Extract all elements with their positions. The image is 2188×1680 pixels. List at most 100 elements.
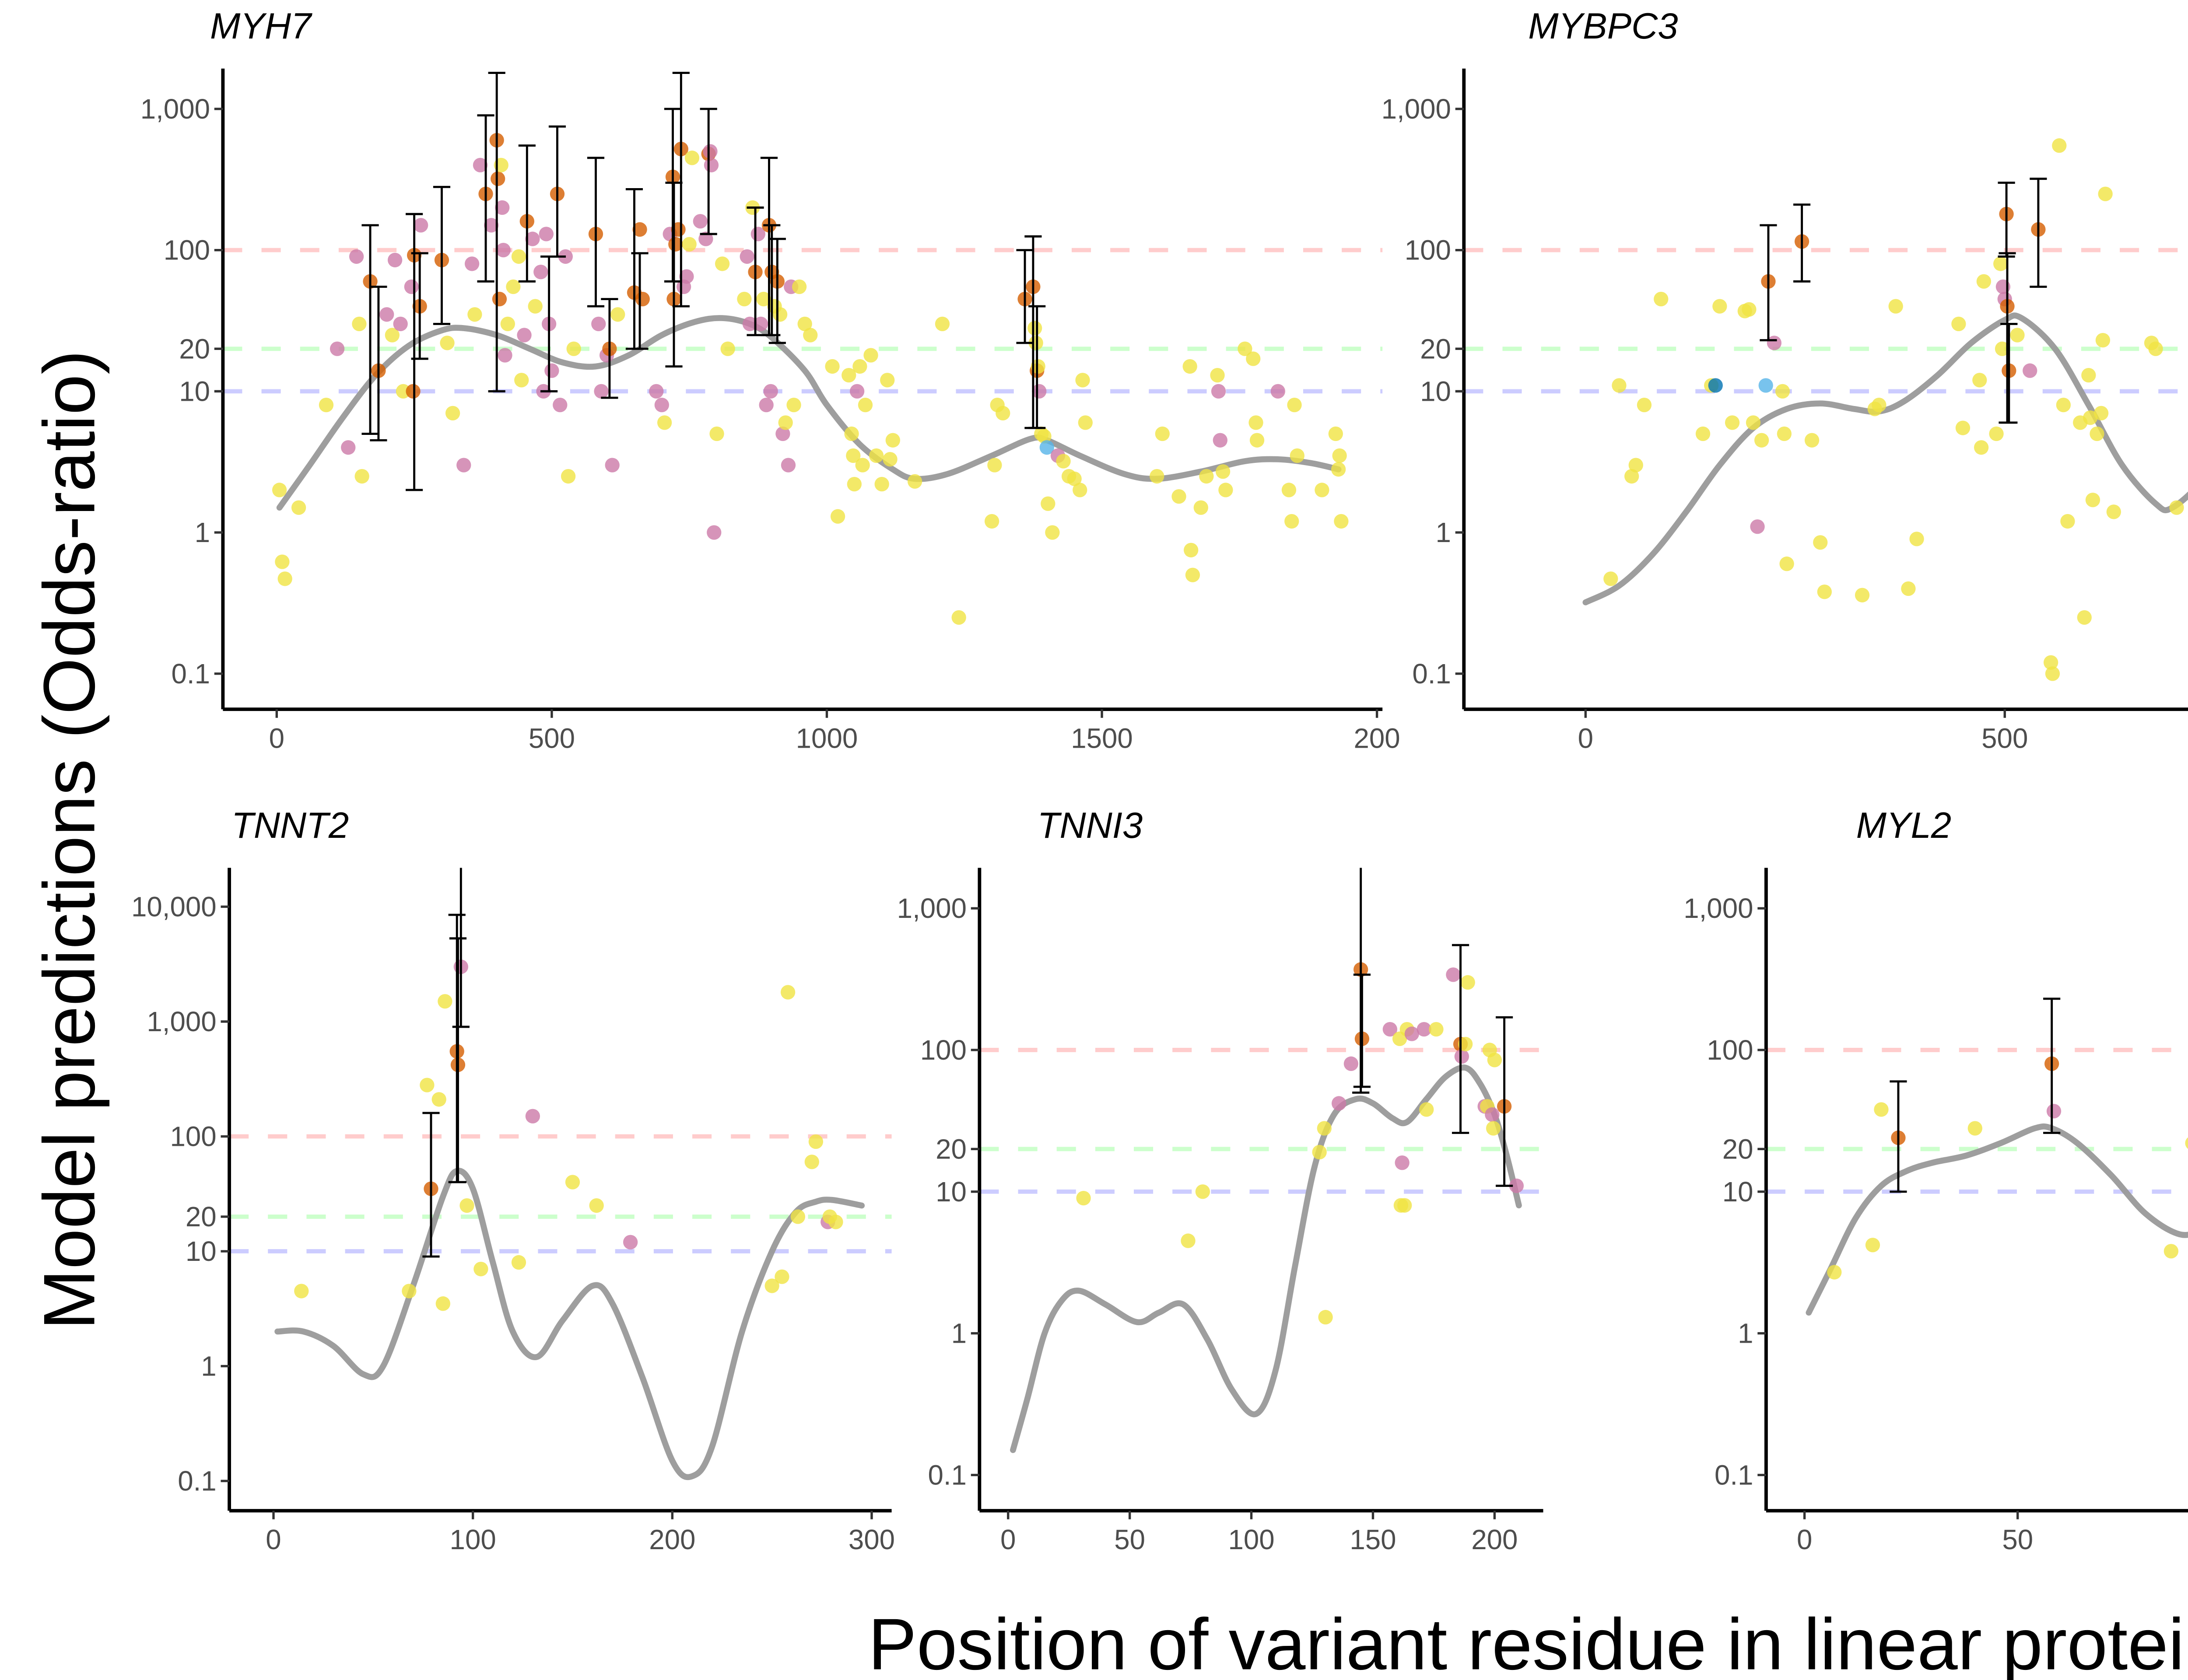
data-point-vus — [682, 237, 697, 252]
y-tick-label: 0.1 — [1715, 1460, 1753, 1491]
data-point-vus — [709, 426, 724, 441]
data-point-lp — [349, 249, 364, 264]
data-point-vus — [473, 1262, 488, 1277]
panel-myh7: MYH7 0.1 1 10 20 100 1,000 0 500 1000 1500 200 — [140, 6, 1400, 754]
data-point-vus — [1287, 397, 1302, 413]
data-point-lp — [525, 1109, 540, 1124]
error-bar — [2043, 998, 2061, 1134]
data-point-lp — [605, 458, 620, 472]
data-point-vus — [951, 610, 966, 625]
data-point-lb — [1039, 440, 1054, 455]
data-point-vus — [2010, 328, 2025, 343]
x-tick-label: 500 — [529, 723, 575, 754]
y-tick-label: 10,000 — [131, 892, 217, 923]
x-tick-label: 0 — [266, 1524, 281, 1555]
data-point-vus — [2106, 504, 2121, 519]
data-point-lp — [740, 249, 754, 264]
data-point-vus — [1628, 458, 1643, 472]
y-tick-label: 10 — [1722, 1176, 1753, 1208]
data-point-lp — [1270, 384, 1285, 399]
data-point-vus — [420, 1078, 435, 1092]
panel-title: TNNT2 — [231, 805, 349, 846]
data-point-vus — [842, 368, 856, 383]
x-tick-label: 1500 — [1071, 723, 1133, 754]
data-point-vus — [514, 373, 529, 388]
data-point-vus — [1603, 571, 1618, 586]
data-point-vus — [2052, 138, 2067, 153]
data-point-lp — [1032, 384, 1047, 399]
data-point-vus — [720, 341, 735, 356]
data-point-vus — [294, 1284, 309, 1298]
data-point-vus — [2163, 1244, 2179, 1259]
y-tick-label: 10 — [1420, 376, 1451, 407]
data-point-vus — [431, 1092, 446, 1107]
data-point-vus — [1972, 373, 1987, 388]
x-tick-label: 100 — [1228, 1524, 1274, 1555]
data-point-vus — [1951, 316, 1966, 332]
error-bar — [488, 72, 505, 392]
y-tick-label: 100 — [1405, 235, 1451, 266]
data-point-vus — [565, 1175, 580, 1190]
data-point-vus — [1317, 1121, 1332, 1136]
data-point-lb — [1758, 378, 1773, 393]
x-tick-label: 1000 — [796, 723, 858, 754]
data-point-vus — [1290, 448, 1304, 463]
data-point-vus — [790, 1209, 806, 1224]
data-point-vus — [1056, 454, 1071, 469]
x-tick-label: 0 — [1797, 1524, 1812, 1555]
data-point-lp — [379, 307, 394, 322]
data-point-vus — [1041, 496, 1055, 511]
data-point-vus — [1315, 483, 1329, 497]
data-point-vus — [1754, 433, 1769, 448]
data-point-vus — [1328, 426, 1343, 441]
data-point-lp — [849, 384, 865, 399]
y-tick-label: 0.1 — [178, 1466, 217, 1497]
data-point-vus — [506, 279, 521, 294]
x-tick-label: 200 — [649, 1524, 695, 1555]
data-point-lp — [703, 144, 718, 159]
data-point-vus — [435, 1296, 450, 1311]
error-bar — [1760, 224, 1777, 342]
data-point-vus — [2098, 186, 2113, 201]
x-tick-label: 150 — [1350, 1524, 1396, 1555]
data-point-vus — [1185, 567, 1200, 582]
data-point-p — [635, 291, 650, 307]
data-point-vus — [354, 469, 369, 484]
data-point-vus — [1184, 542, 1199, 558]
data-point-vus — [1078, 415, 1093, 430]
data-point-lp — [654, 397, 669, 413]
error-bar — [449, 937, 467, 1183]
data-point-lp — [775, 426, 790, 441]
panel-title: TNNI3 — [1038, 805, 1143, 846]
error-bar — [422, 1112, 440, 1258]
data-point-vus — [1888, 299, 1903, 314]
data-point-vus — [528, 299, 543, 314]
data-point-lp — [496, 242, 511, 258]
y-tick-label: 20 — [1722, 1134, 1753, 1165]
data-point-vus — [589, 1198, 604, 1213]
data-point-lp — [1331, 1096, 1346, 1111]
data-point-lp — [759, 397, 774, 413]
data-point-vus — [1804, 433, 1820, 448]
data-point-vus — [1210, 368, 1225, 383]
panel-tnni3: TNNI3 0.1 1 10 20 100 1,000 0 50 100 150 200 — [897, 805, 1543, 1555]
data-point-vus — [1215, 464, 1231, 479]
data-point-vus — [291, 500, 306, 515]
data-point-lp — [1343, 1056, 1359, 1071]
data-point-vus — [858, 397, 873, 413]
data-point-vus — [792, 279, 807, 294]
data-point-lp — [649, 384, 664, 399]
data-point-vus — [1872, 397, 1886, 413]
data-point-vus — [2085, 493, 2100, 508]
data-point-vus — [778, 415, 793, 430]
error-bar — [370, 285, 387, 441]
data-point-vus — [874, 476, 889, 492]
data-point-vus — [846, 448, 861, 463]
data-point-vus — [1181, 1233, 1196, 1248]
data-point-vus — [1460, 975, 1475, 990]
data-point-lp — [393, 316, 408, 332]
error-bar — [477, 114, 494, 283]
data-point-vus — [2077, 610, 2092, 625]
